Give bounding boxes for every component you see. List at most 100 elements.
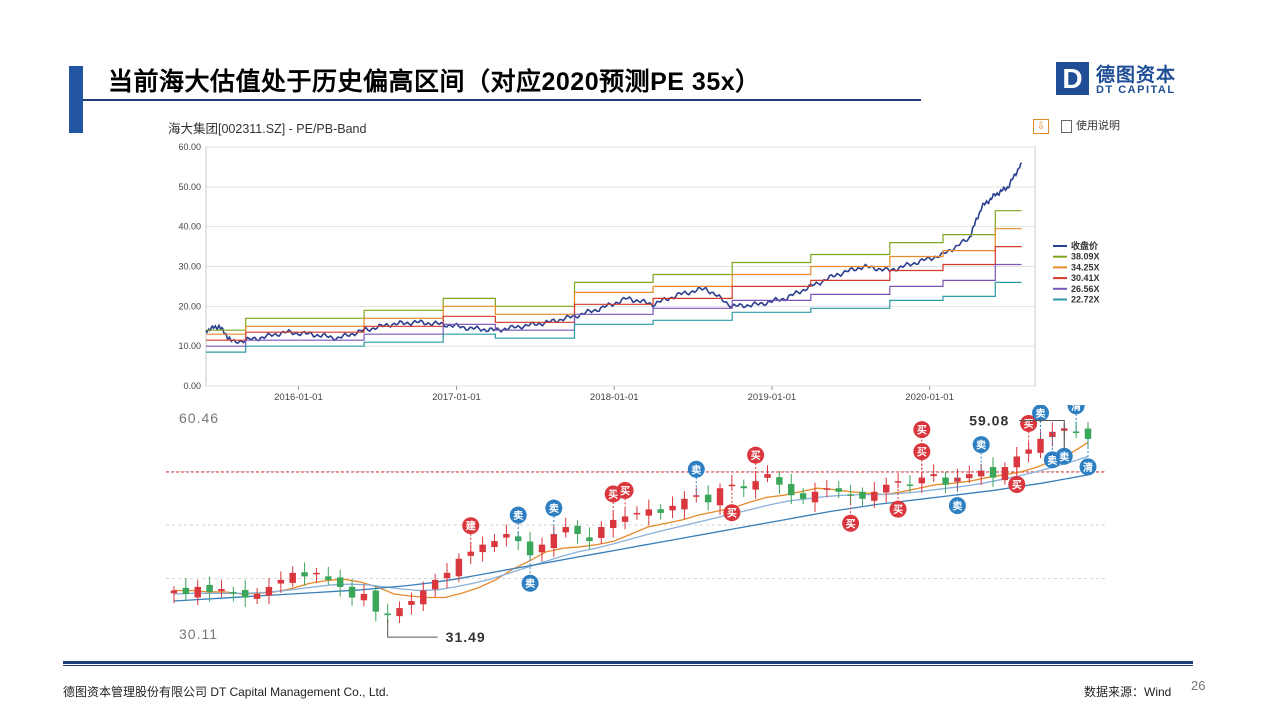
candle-body xyxy=(1025,449,1032,454)
high-label: 59.08 xyxy=(969,412,1009,428)
legend-label: 26.56X xyxy=(1071,284,1100,294)
candle-body xyxy=(420,590,427,605)
candle-body xyxy=(776,477,783,485)
signal-marker xyxy=(913,421,931,439)
candle-body xyxy=(704,494,712,503)
candle-body xyxy=(954,477,961,482)
x-tick-label: 2018-01-01 xyxy=(590,392,639,403)
candle-body xyxy=(906,484,914,486)
legend-label: 收盘价 xyxy=(1071,240,1099,251)
x-tick-label: 2019-01-01 xyxy=(748,392,797,403)
candle-body xyxy=(764,474,771,478)
logo-mark: D xyxy=(1056,62,1089,95)
candle-body xyxy=(431,579,439,590)
chart-toolbar: ⇩ 使用说明 xyxy=(1033,117,1120,134)
series-line-5 xyxy=(206,281,1022,353)
candle-body xyxy=(1084,428,1092,439)
x-tick-label: 2020-01-01 xyxy=(905,392,954,403)
candle-body xyxy=(408,601,415,605)
title-underline xyxy=(83,99,921,101)
candle-body xyxy=(799,493,807,499)
moving-average-0 xyxy=(174,441,1089,599)
candle-body xyxy=(503,534,510,538)
candle-body xyxy=(645,509,653,516)
signal-label: 买 xyxy=(727,508,737,520)
signal-label: 买 xyxy=(608,489,618,501)
signal-marker xyxy=(687,460,705,478)
candle-body xyxy=(526,541,534,556)
candle-body xyxy=(313,572,320,575)
signal-label: 清 xyxy=(1071,405,1081,413)
candle-body xyxy=(752,481,759,490)
candle-body xyxy=(598,527,605,538)
candle-body xyxy=(609,519,617,528)
candle-body xyxy=(657,509,664,513)
signal-marker xyxy=(521,574,539,592)
signal-label: 买 xyxy=(1012,479,1022,491)
x-tick-label: 2017-01-01 xyxy=(432,392,481,403)
signal-marker xyxy=(1008,475,1026,493)
signal-marker xyxy=(616,481,634,499)
candle-body xyxy=(574,525,581,535)
candle-body xyxy=(859,491,866,499)
candle-body xyxy=(788,483,795,496)
legend-label: 38.09X xyxy=(1071,252,1100,262)
candle-body xyxy=(372,590,380,612)
signal-label: 卖 xyxy=(976,439,986,452)
logo-en-text: DT CAPITAL xyxy=(1096,84,1176,96)
candle-body xyxy=(966,474,973,479)
candle-body xyxy=(1049,431,1056,438)
signal-label: 卖 xyxy=(1036,407,1046,420)
candle-body xyxy=(360,593,368,601)
candle-body xyxy=(194,586,201,598)
signal-marker xyxy=(948,497,966,515)
signal-label: 卖 xyxy=(549,502,559,515)
document-icon xyxy=(1061,119,1072,133)
candle-body xyxy=(515,536,522,542)
download-icon[interactable]: ⇩ xyxy=(1033,118,1049,134)
signal-label: 卖 xyxy=(1047,454,1057,467)
candle-body xyxy=(479,544,486,553)
signal-label: 买 xyxy=(620,485,630,497)
candle-body xyxy=(253,593,261,599)
signal-marker xyxy=(842,514,860,532)
signal-marker xyxy=(1032,404,1050,422)
y-tick-label: 10.00 xyxy=(178,341,201,351)
candle-body xyxy=(230,592,237,594)
legend-label: 30.41X xyxy=(1071,273,1100,283)
signal-label: 买 xyxy=(751,450,761,462)
y-tick-label: 20.00 xyxy=(178,301,201,311)
signal-marker xyxy=(1055,447,1073,465)
signal-label: 建 xyxy=(465,520,477,533)
candle-body xyxy=(538,544,546,553)
signal-label: 买 xyxy=(1024,418,1034,430)
candle-body xyxy=(942,477,949,485)
logo-cn-text: 德图资本 xyxy=(1096,65,1177,86)
candle-body xyxy=(170,590,178,594)
candle-body xyxy=(621,516,629,522)
footer-line xyxy=(63,661,1193,664)
candle-body xyxy=(740,486,747,489)
pe-band-chart: 海大集团[002311.SZ] - PE/PB-Band ⇩ 使用说明 0.00 1… xyxy=(160,110,1120,406)
high-leader xyxy=(1019,419,1065,449)
candle-body xyxy=(550,534,558,549)
x-tick-label: 2016-01-01 xyxy=(274,392,323,403)
candle-body xyxy=(977,470,985,477)
y-tick-label: 30.00 xyxy=(178,262,201,272)
candle-body xyxy=(1001,467,1009,481)
signal-label: 买 xyxy=(917,425,927,437)
candle-body xyxy=(1037,438,1044,453)
signal-label: 卖 xyxy=(691,463,701,476)
moving-average-1 xyxy=(173,455,1089,595)
legend-label: 22.72X xyxy=(1071,295,1100,305)
signal-label: 买 xyxy=(893,504,903,516)
series-line-3 xyxy=(206,246,1022,341)
help-link[interactable]: 使用说明 xyxy=(1076,120,1120,132)
candle-body xyxy=(669,505,676,511)
signal-marker xyxy=(972,436,990,454)
slide-title: 当前海大估值处于历史偏高区间（对应2020预测PE 35x） xyxy=(108,68,761,96)
footer-source: 数据来源：Wind xyxy=(1084,685,1172,699)
candle-body xyxy=(847,494,854,496)
moving-average-2 xyxy=(173,474,1089,602)
